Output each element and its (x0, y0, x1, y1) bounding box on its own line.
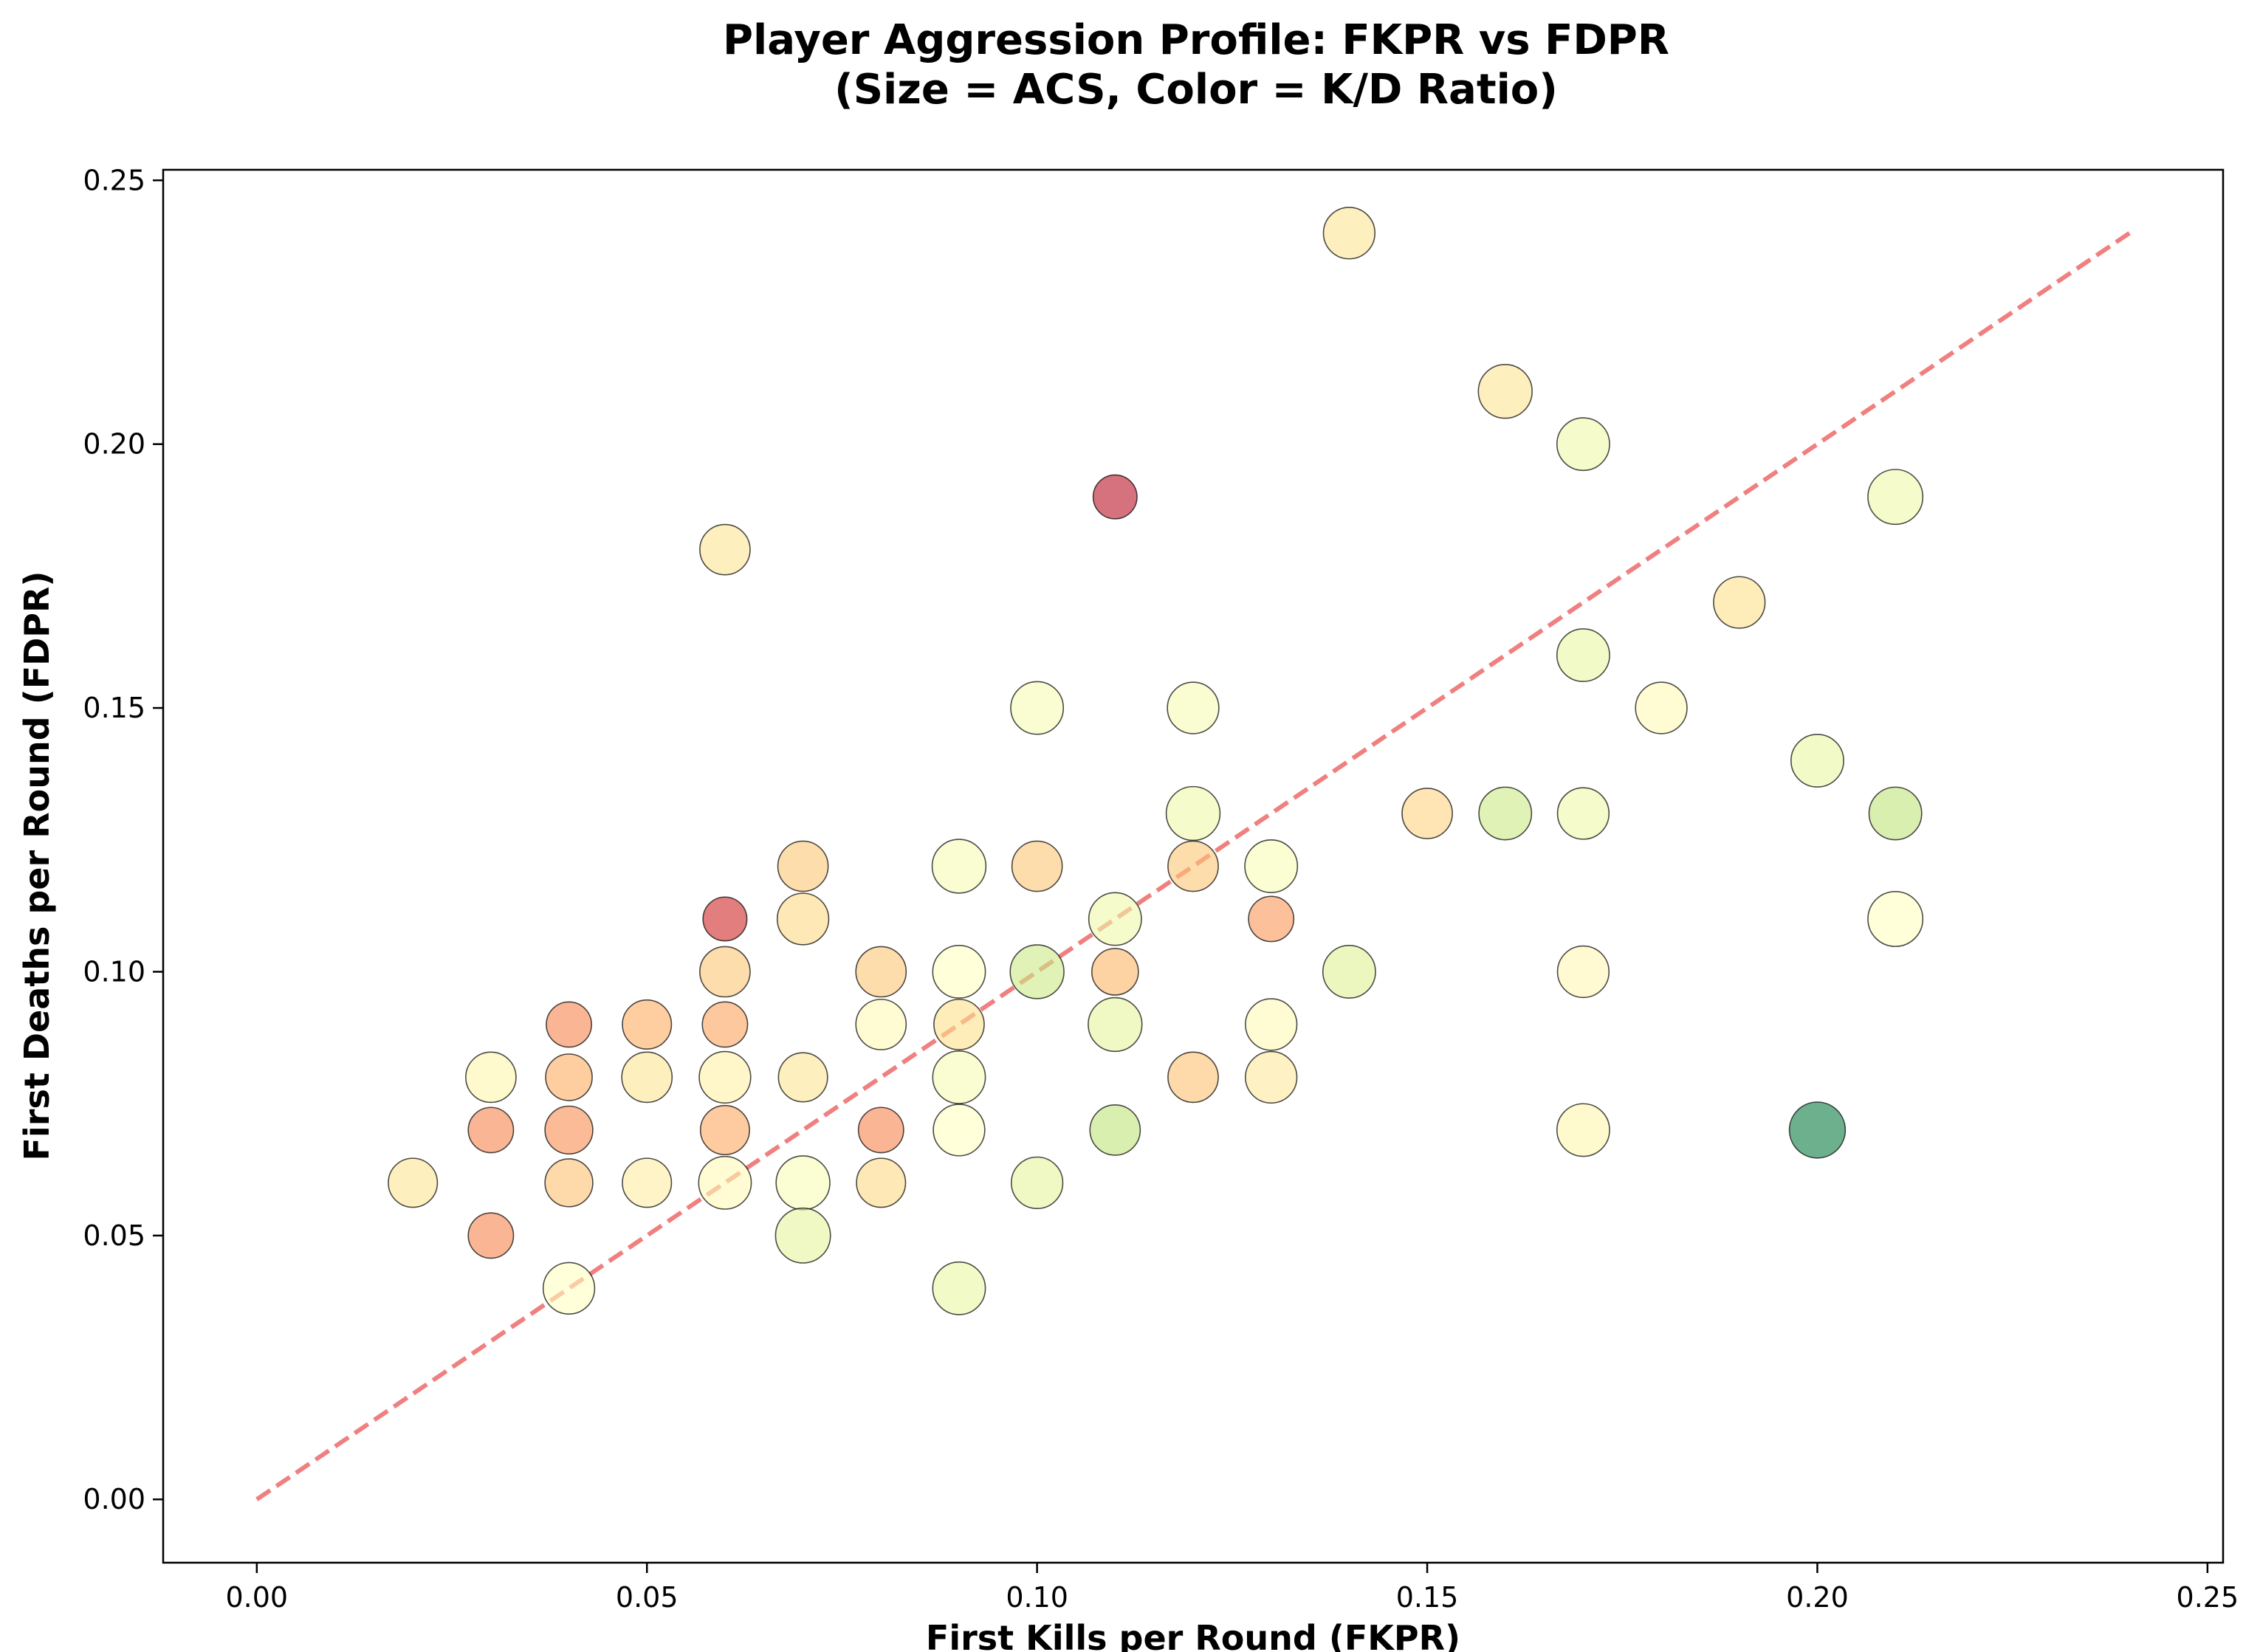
data-point (1167, 840, 1219, 892)
data-point (1867, 891, 1924, 947)
data-point (1248, 895, 1295, 943)
data-point (932, 1050, 986, 1104)
data-point (1556, 628, 1610, 683)
data-point (467, 1212, 515, 1259)
data-point (545, 1053, 593, 1101)
data-point (1478, 786, 1533, 841)
data-point (1165, 785, 1221, 842)
data-point (544, 1105, 594, 1155)
data-point (933, 999, 985, 1050)
data-point (467, 1107, 515, 1154)
data-point (622, 1157, 673, 1208)
data-point (544, 1158, 594, 1208)
points-layer (388, 207, 1924, 1315)
data-point (698, 1050, 752, 1104)
data-point (1010, 1156, 1064, 1210)
data-point (546, 1001, 592, 1048)
data-point (1088, 997, 1143, 1053)
x-axis-label: First Kills per Round (FKPR) (926, 1618, 1460, 1652)
data-point (1245, 1050, 1298, 1104)
data-point (1092, 474, 1138, 520)
data-point (621, 1051, 673, 1104)
data-point (698, 1155, 752, 1210)
data-point (1401, 788, 1453, 839)
data-point (702, 896, 748, 942)
data-point (857, 1107, 904, 1154)
y-tick-label: 0.10 (83, 955, 145, 988)
data-point (774, 1207, 831, 1264)
x-tick-label: 0.10 (1006, 1581, 1068, 1614)
data-point (1322, 207, 1376, 260)
x-tick-label: 0.00 (226, 1581, 289, 1614)
data-point (932, 1104, 986, 1157)
y-tick-label: 0.00 (83, 1483, 145, 1515)
data-point (388, 1157, 439, 1208)
data-point (1011, 840, 1063, 892)
data-point (1322, 945, 1376, 999)
data-point (1010, 681, 1065, 735)
data-point (855, 999, 907, 1050)
data-point (1556, 417, 1610, 472)
x-tick-label: 0.20 (1786, 1581, 1849, 1614)
data-point (931, 839, 987, 894)
data-point (701, 1001, 749, 1048)
data-point (1245, 998, 1298, 1051)
data-point (776, 892, 830, 946)
data-point (1244, 839, 1299, 893)
y-axis-ticks: 0.00 0.05 0.10 0.15 0.20 0.25 (83, 164, 163, 1515)
x-axis-ticks: 0.00 0.05 0.10 0.15 0.20 0.25 (226, 1563, 2239, 1614)
data-point (1556, 1103, 1610, 1157)
y-tick-label: 0.25 (83, 164, 145, 196)
x-tick-label: 0.25 (2177, 1581, 2239, 1614)
data-point (1556, 787, 1610, 840)
chart-title-line-2: (Size = ACS, Color = K/D Ratio) (834, 66, 1558, 114)
x-tick-label: 0.15 (1396, 1581, 1459, 1614)
data-point (1477, 363, 1533, 419)
x-tick-label: 0.05 (616, 1581, 679, 1614)
data-point (1167, 1051, 1219, 1104)
data-point (1089, 1104, 1141, 1156)
y-tick-label: 0.05 (83, 1219, 145, 1252)
data-point (775, 1155, 831, 1211)
data-point (622, 999, 673, 1050)
data-point (699, 946, 751, 998)
data-point (1088, 892, 1142, 946)
y-axis-label: First Deaths per Round (FDPR) (17, 571, 57, 1161)
data-point (699, 1104, 750, 1155)
data-point (777, 1052, 828, 1103)
data-point (1867, 469, 1924, 526)
data-point (1556, 945, 1610, 999)
data-point (542, 1262, 596, 1315)
data-point (1713, 576, 1766, 629)
data-point (1788, 1101, 1847, 1159)
y-tick-label: 0.20 (83, 428, 145, 461)
data-point (1790, 734, 1844, 788)
data-point (856, 1157, 907, 1208)
chart-title-line-1: Player Aggression Profile: FKPR vs FDPR (723, 16, 1669, 64)
data-point (1090, 948, 1139, 996)
plot-frame (162, 168, 2225, 1564)
data-point (777, 840, 829, 892)
data-point (1167, 681, 1220, 734)
data-point (1635, 681, 1688, 734)
y-tick-label: 0.15 (83, 692, 145, 724)
data-point (932, 945, 986, 999)
data-point (855, 946, 907, 998)
data-point (1868, 786, 1923, 841)
data-point (465, 1051, 517, 1104)
data-point (1009, 944, 1065, 999)
data-point (932, 1261, 986, 1315)
data-point (699, 523, 751, 576)
